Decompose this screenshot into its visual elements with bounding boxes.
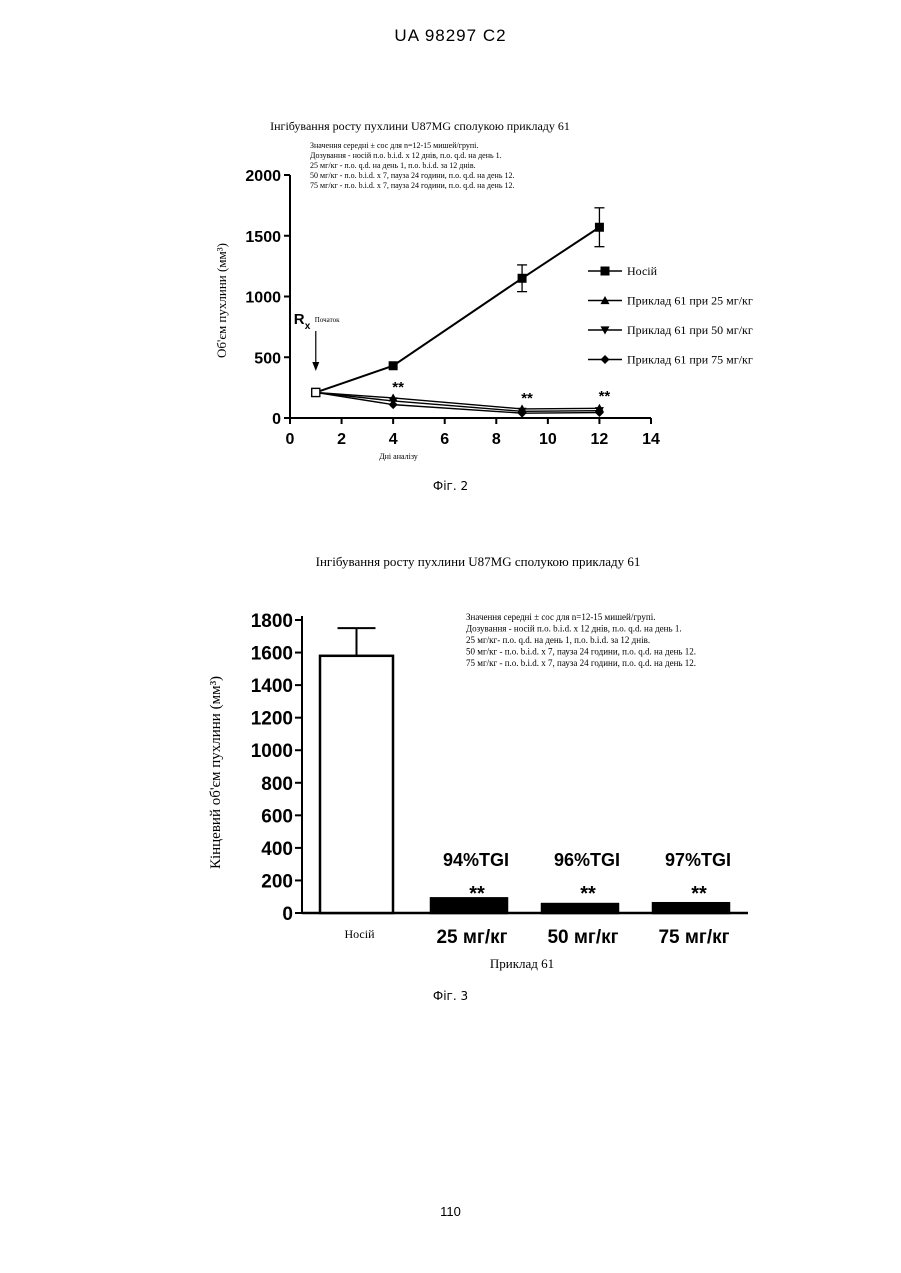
x-axis-label: Приклад 61 xyxy=(490,956,554,971)
chart-note: Значення середні ± сос для n=12-15 мишей… xyxy=(466,612,655,622)
y-axis-label: Кінцевий об'єм пухлини (мм³) xyxy=(208,676,224,869)
y-tick-label: 0 xyxy=(282,904,293,925)
y-tick-label: 600 xyxy=(261,806,293,827)
y-tick-label: 1600 xyxy=(251,644,293,665)
y-tick-label: 1400 xyxy=(251,676,293,697)
tgi-label: 96%TGI xyxy=(554,850,620,870)
tgi-label: 97%TGI xyxy=(665,850,731,870)
bar xyxy=(320,656,393,913)
bar xyxy=(542,904,618,913)
y-tick-label: 1000 xyxy=(251,741,293,762)
chart-title: Інгібування росту пухлини U87MG сполукою… xyxy=(316,554,641,569)
chart-note: 25 мг/кг- п.о. q.d. на день 1, п.о. b.i.… xyxy=(466,635,650,645)
significance-label: ** xyxy=(469,883,485,905)
y-tick-label: 1800 xyxy=(251,611,293,632)
final-tumor-volume-bar-chart: Інгібування росту пухлини U87MG сполукою… xyxy=(0,0,901,1000)
significance-label: ** xyxy=(691,883,707,905)
page-number: 110 xyxy=(0,1204,901,1219)
category-label: Носій xyxy=(344,927,375,941)
figure-3-label: Фіг. 3 xyxy=(0,989,901,1003)
y-tick-label: 200 xyxy=(261,871,293,892)
category-label: 50 мг/кг xyxy=(547,927,618,948)
y-tick-label: 400 xyxy=(261,839,293,860)
chart-note: Дозування - носій п.о. b.i.d. x 12 днів,… xyxy=(466,624,682,634)
category-label: 25 мг/кг xyxy=(436,927,507,948)
y-tick-label: 1200 xyxy=(251,709,293,730)
tgi-label: 94%TGI xyxy=(443,850,509,870)
significance-label: ** xyxy=(580,883,596,905)
chart-note: 75 мг/кг - п.о. b.i.d. x 7, пауза 24 год… xyxy=(466,658,696,668)
y-tick-label: 800 xyxy=(261,774,293,795)
chart-note: 50 мг/кг - п.о. b.i.d. x 7, пауза 24 год… xyxy=(466,647,696,657)
category-label: 75 мг/кг xyxy=(658,927,729,948)
